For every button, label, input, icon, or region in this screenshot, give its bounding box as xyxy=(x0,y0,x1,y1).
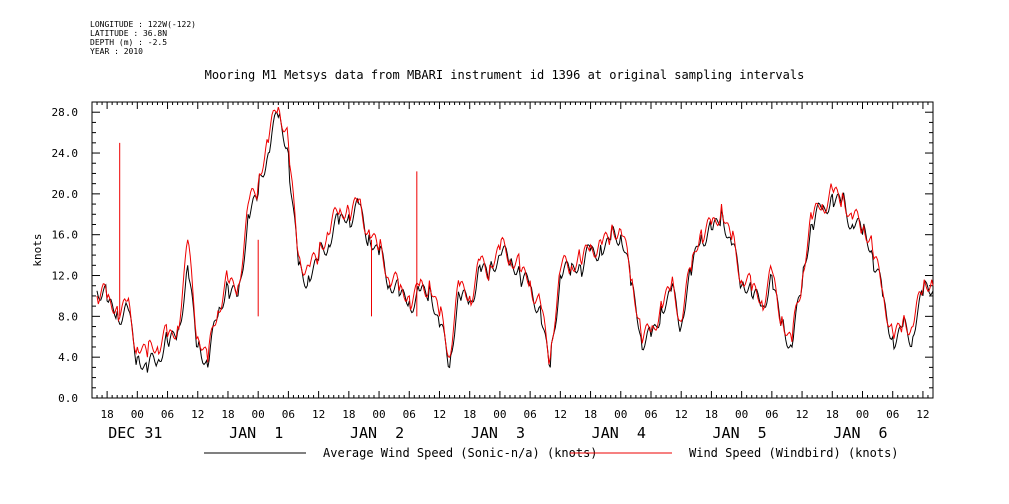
x-day-label: JAN 6 xyxy=(833,424,887,442)
x-hour-label: 12 xyxy=(795,408,808,421)
x-day-label: DEC 31 xyxy=(108,424,162,442)
x-hour-label: 00 xyxy=(493,408,506,421)
longitude-text: LONGITUDE : 122W(-122) xyxy=(90,20,196,29)
metadata-block: LONGITUDE : 122W(-122) LATITUDE : 36.8N … xyxy=(90,20,196,56)
x-axis: 18 00 06 12 18 00 06 12 18 00 06 12 18 00 06 12 18 00 06 12… xyxy=(91,102,934,442)
y-tick-label: 24.0 xyxy=(52,147,79,160)
y-axis-label: knots xyxy=(31,233,44,266)
x-hour-label: 00 xyxy=(735,408,748,421)
x-day-label: JAN 5 xyxy=(713,424,767,442)
y-tick-label: 12.0 xyxy=(52,270,79,283)
x-hour-label: 12 xyxy=(554,408,567,421)
y-tick-label: 16.0 xyxy=(52,229,79,242)
x-day-label: JAN 4 xyxy=(592,424,646,442)
x-hour-label: 06 xyxy=(524,408,537,421)
legend-label-average: Average Wind Speed (Sonic-n/a) (knots) xyxy=(323,446,598,460)
x-hour-label: 00 xyxy=(614,408,627,421)
series-group xyxy=(96,106,934,373)
x-hour-label: 18 xyxy=(100,408,113,421)
x-hour-label: 00 xyxy=(252,408,265,421)
x-hour-label: 18 xyxy=(584,408,597,421)
legend-label-windbird: Wind Speed (Windbird) (knots) xyxy=(689,446,899,460)
year-text: YEAR : 2010 xyxy=(90,47,143,56)
x-hour-label: 06 xyxy=(765,408,778,421)
y-tick-label: 20.0 xyxy=(52,188,79,201)
x-hour-label: 06 xyxy=(403,408,416,421)
y-tick-label: 4.0 xyxy=(58,351,78,364)
y-tick-label: 0.0 xyxy=(58,392,78,405)
x-hour-label: 06 xyxy=(161,408,174,421)
y-axis: 0.0 4.0 8.0 12.0 16.0 20.0 24.0 28.0 xyxy=(52,101,933,405)
x-hour-label: 12 xyxy=(675,408,688,421)
chart-title: Mooring M1 Metsys data from MBARI instru… xyxy=(204,68,805,82)
x-hour-label: 12 xyxy=(916,408,929,421)
x-hour-label: 18 xyxy=(705,408,718,421)
plot-frame xyxy=(91,101,934,399)
x-hour-label: 12 xyxy=(433,408,446,421)
x-hour-label: 18 xyxy=(342,408,355,421)
depth-text: DEPTH (m) : -2.5 xyxy=(90,38,168,47)
x-day-label: JAN 3 xyxy=(471,424,525,442)
series-line-1 xyxy=(96,106,934,365)
y-tick-label: 8.0 xyxy=(58,310,78,323)
latitude-text: LATITUDE : 36.8N xyxy=(90,29,168,38)
x-hour-label: 00 xyxy=(372,408,385,421)
x-hour-label: 00 xyxy=(856,408,869,421)
x-hour-label: 18 xyxy=(463,408,476,421)
x-hour-label: 18 xyxy=(221,408,234,421)
x-hour-label: 00 xyxy=(131,408,144,421)
x-day-label: JAN 1 xyxy=(229,424,283,442)
x-hour-label: 12 xyxy=(312,408,325,421)
x-day-label: JAN 2 xyxy=(350,424,404,442)
legend: Average Wind Speed (Sonic-n/a) (knots) W… xyxy=(204,446,899,460)
y-tick-label: 28.0 xyxy=(52,106,79,119)
x-hour-label: 12 xyxy=(191,408,204,421)
x-hour-label: 06 xyxy=(282,408,295,421)
x-hour-label: 06 xyxy=(644,408,657,421)
x-hour-label: 18 xyxy=(826,408,839,421)
x-hour-label: 06 xyxy=(886,408,899,421)
